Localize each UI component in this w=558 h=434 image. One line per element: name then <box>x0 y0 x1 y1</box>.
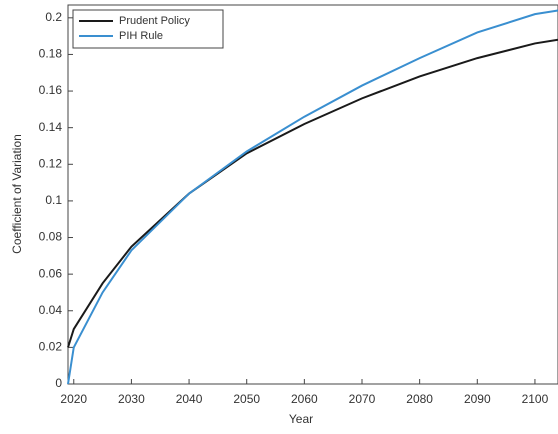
series-line <box>67 38 558 348</box>
y-tick-label: 0.06 <box>39 266 63 280</box>
x-tick-label: 2070 <box>349 392 376 406</box>
x-tick-label: 2040 <box>176 392 203 406</box>
plot-frame <box>67 4 558 385</box>
y-tick-label: 0.02 <box>39 340 63 354</box>
x-tick-label: 2080 <box>406 392 433 406</box>
x-tick-label: 2090 <box>464 392 491 406</box>
x-tick-label: 2020 <box>60 392 87 406</box>
y-tick-label: 0.1 <box>45 193 62 207</box>
y-tick-label: 0.14 <box>39 120 63 134</box>
legend-label: Prudent Policy <box>119 15 190 27</box>
y-tick-label: 0.08 <box>39 230 63 244</box>
y-tick-label: 0.04 <box>39 303 63 317</box>
y-tick-label: 0.16 <box>39 83 63 97</box>
y-tick-label: 0 <box>55 376 62 390</box>
x-axis-label: Year <box>289 412 313 426</box>
y-tick-label: 0.18 <box>39 47 63 61</box>
y-tick-label: 0.12 <box>39 156 63 170</box>
series-line <box>67 9 558 385</box>
y-axis-label: Coefficient of Variation <box>10 134 24 254</box>
x-tick-label: 2050 <box>233 392 260 406</box>
legend-label: PIH Rule <box>119 30 163 42</box>
y-tick-label: 0.2 <box>45 10 62 24</box>
x-tick-label: 2030 <box>118 392 145 406</box>
x-tick-label: 2060 <box>291 392 318 406</box>
legend-box <box>72 9 224 49</box>
x-tick-label: 2100 <box>522 392 549 406</box>
